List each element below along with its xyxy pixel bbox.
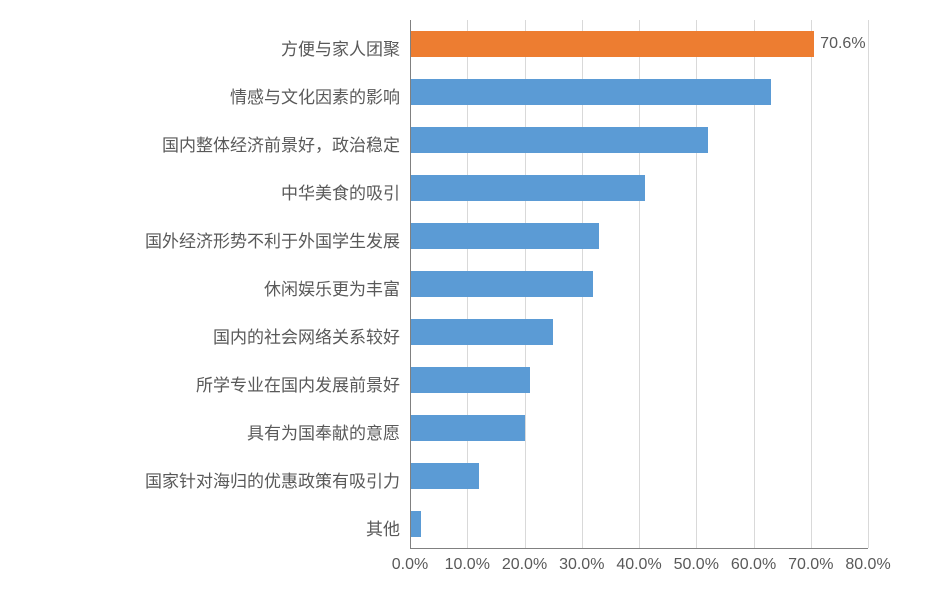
- bar: [410, 79, 771, 105]
- y-category-label: 国外经济形势不利于外国学生发展: [145, 227, 400, 252]
- bar: [410, 319, 553, 345]
- bar-value-label: 70.6%: [820, 35, 865, 53]
- x-tick-label: 20.0%: [495, 556, 555, 574]
- bar: [410, 463, 479, 489]
- y-category-label: 具有为国奉献的意愿: [247, 419, 400, 444]
- y-category-label: 方便与家人团聚: [281, 35, 400, 60]
- bar: [410, 223, 599, 249]
- gridline: [868, 20, 869, 548]
- bar: [410, 367, 530, 393]
- bar: [410, 511, 421, 537]
- bar: [410, 175, 645, 201]
- x-tick-label: 80.0%: [838, 556, 898, 574]
- x-tick-label: 50.0%: [666, 556, 726, 574]
- bar: [410, 127, 708, 153]
- x-tick-label: 70.0%: [781, 556, 841, 574]
- x-tick-label: 30.0%: [552, 556, 612, 574]
- y-category-label: 国内的社会网络关系较好: [213, 323, 400, 348]
- y-category-label: 国内整体经济前景好，政治稳定: [162, 131, 400, 156]
- y-category-label: 中华美食的吸引: [281, 179, 400, 204]
- y-category-label: 休闲娱乐更为丰富: [264, 275, 400, 300]
- bar: [410, 271, 593, 297]
- bar: [410, 415, 525, 441]
- x-tick-label: 40.0%: [609, 556, 669, 574]
- y-axis-line: [410, 20, 411, 548]
- x-tick-label: 60.0%: [724, 556, 784, 574]
- y-category-label: 国家针对海归的优惠政策有吸引力: [145, 467, 400, 492]
- gridline: [811, 20, 812, 548]
- bar: [410, 31, 814, 57]
- x-axis-line: [410, 548, 868, 549]
- x-tick-label: 10.0%: [437, 556, 497, 574]
- chart-container: 70.6% 方便与家人团聚情感与文化因素的影响国内整体经济前景好，政治稳定中华美食…: [0, 0, 928, 604]
- plot-area: [410, 20, 868, 548]
- y-category-label: 其他: [366, 515, 400, 540]
- x-tick-label: 0.0%: [380, 556, 440, 574]
- y-category-label: 所学专业在国内发展前景好: [196, 371, 400, 396]
- y-category-label: 情感与文化因素的影响: [230, 83, 400, 108]
